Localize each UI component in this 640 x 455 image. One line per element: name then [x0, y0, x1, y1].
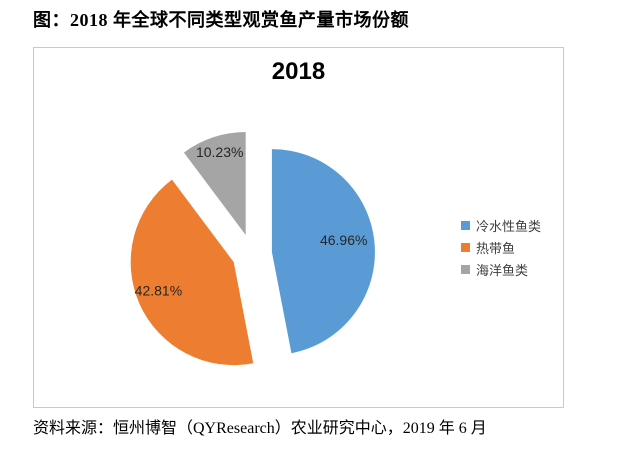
chart-legend: 冷水性鱼类热带鱼海洋鱼类	[461, 214, 541, 280]
legend-item: 冷水性鱼类	[461, 214, 541, 236]
legend-item: 热带鱼	[461, 236, 541, 258]
pie-slice-1	[130, 179, 254, 366]
pie-slice-2	[183, 132, 246, 236]
legend-swatch-icon	[461, 264, 470, 274]
pie-data-label-0: 46.96%	[320, 232, 367, 248]
legend-item: 海洋鱼类	[461, 258, 541, 280]
legend-label: 海洋鱼类	[476, 262, 529, 278]
pie-chart: 46.96% 42.81% 10.23%	[130, 132, 375, 366]
pie-data-label-1: 42.81%	[135, 283, 182, 299]
chart-frame: 2018 46.96% 42.81% 10.23% 冷水性鱼类热带鱼海洋鱼类	[33, 47, 564, 408]
legend-swatch-icon	[461, 220, 470, 230]
legend-label: 冷水性鱼类	[476, 218, 542, 234]
chart-title: 2018	[271, 58, 326, 85]
figure-title: 图：2018 年全球不同类型观赏鱼产量市场份额	[33, 10, 409, 30]
source-note: 资料来源：恒州博智（QYResearch）农业研究中心，2019 年 6 月	[33, 420, 487, 437]
legend-label: 热带鱼	[476, 240, 516, 256]
pie-data-label-2: 10.23%	[196, 144, 243, 160]
pie-slice-0	[271, 149, 375, 354]
legend-swatch-icon	[461, 242, 470, 252]
